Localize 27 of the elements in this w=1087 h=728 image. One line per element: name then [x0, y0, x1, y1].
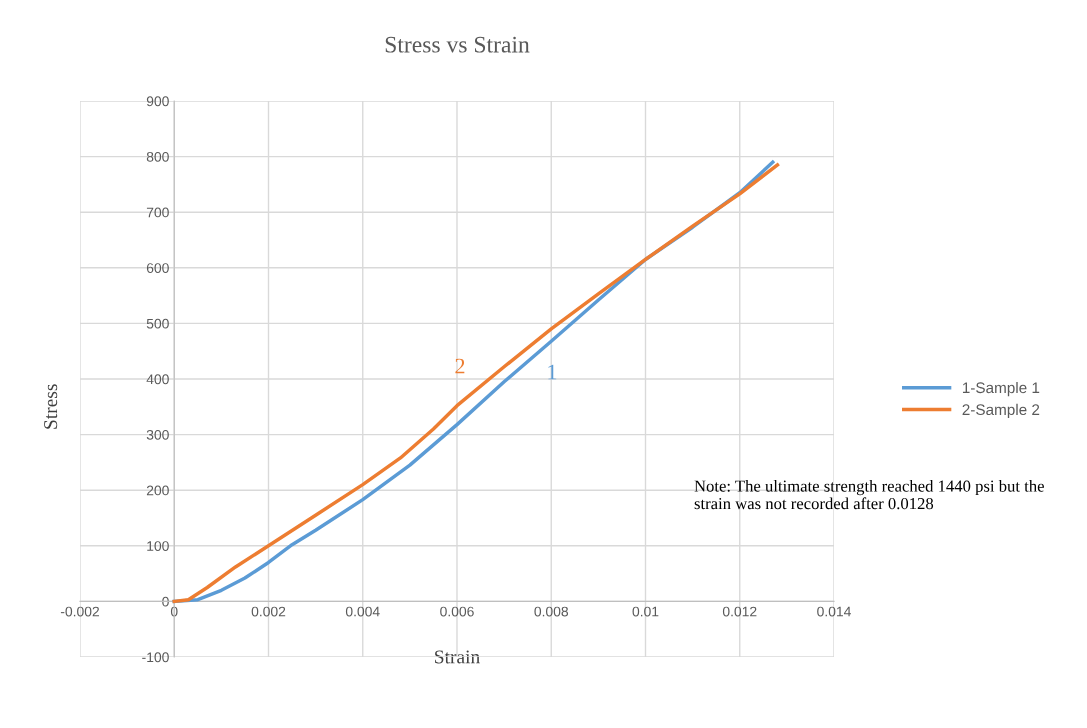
annotation: 1: [548, 364, 557, 380]
x-tick-label: 0.002: [251, 606, 286, 617]
x-tick-label: 0.006: [440, 606, 474, 617]
y-tick-label: 700: [146, 207, 169, 218]
y-tick-label: -100: [142, 652, 169, 663]
y-tick-label: 400: [146, 374, 169, 385]
x-tick-label: 0.014: [817, 606, 851, 617]
y-tick-label: 800: [146, 151, 169, 162]
x-tick-label: 0.01: [632, 606, 659, 617]
annotation: 2: [455, 358, 465, 374]
x-tick-label: 0.012: [722, 606, 757, 617]
y-tick-label: 100: [147, 541, 169, 551]
y-tick-label: 900: [146, 96, 169, 107]
x-tick-label: -0.002: [60, 606, 99, 617]
x-axis-title: Strain: [435, 650, 480, 664]
chart-title: Stress vs Strain: [385, 36, 530, 53]
y-axis-title: Stress: [44, 384, 58, 429]
x-tick-label: 0: [170, 606, 178, 617]
y-tick-label: 500: [146, 318, 169, 329]
y-tick-label: 200: [146, 485, 169, 496]
legend-label: 1-Sample 1: [962, 381, 1040, 397]
x-tick-label: 0.008: [534, 606, 569, 617]
legend-label: 2-Sample 2: [962, 403, 1040, 419]
y-tick-label: 600: [146, 263, 169, 273]
x-tick-label: 0.004: [345, 606, 380, 617]
annotation: Note: The ultimate strength reached 1440 psi but the strain was not recorded after 0.0128: [694, 480, 1044, 510]
y-tick-label: 300: [146, 429, 169, 440]
